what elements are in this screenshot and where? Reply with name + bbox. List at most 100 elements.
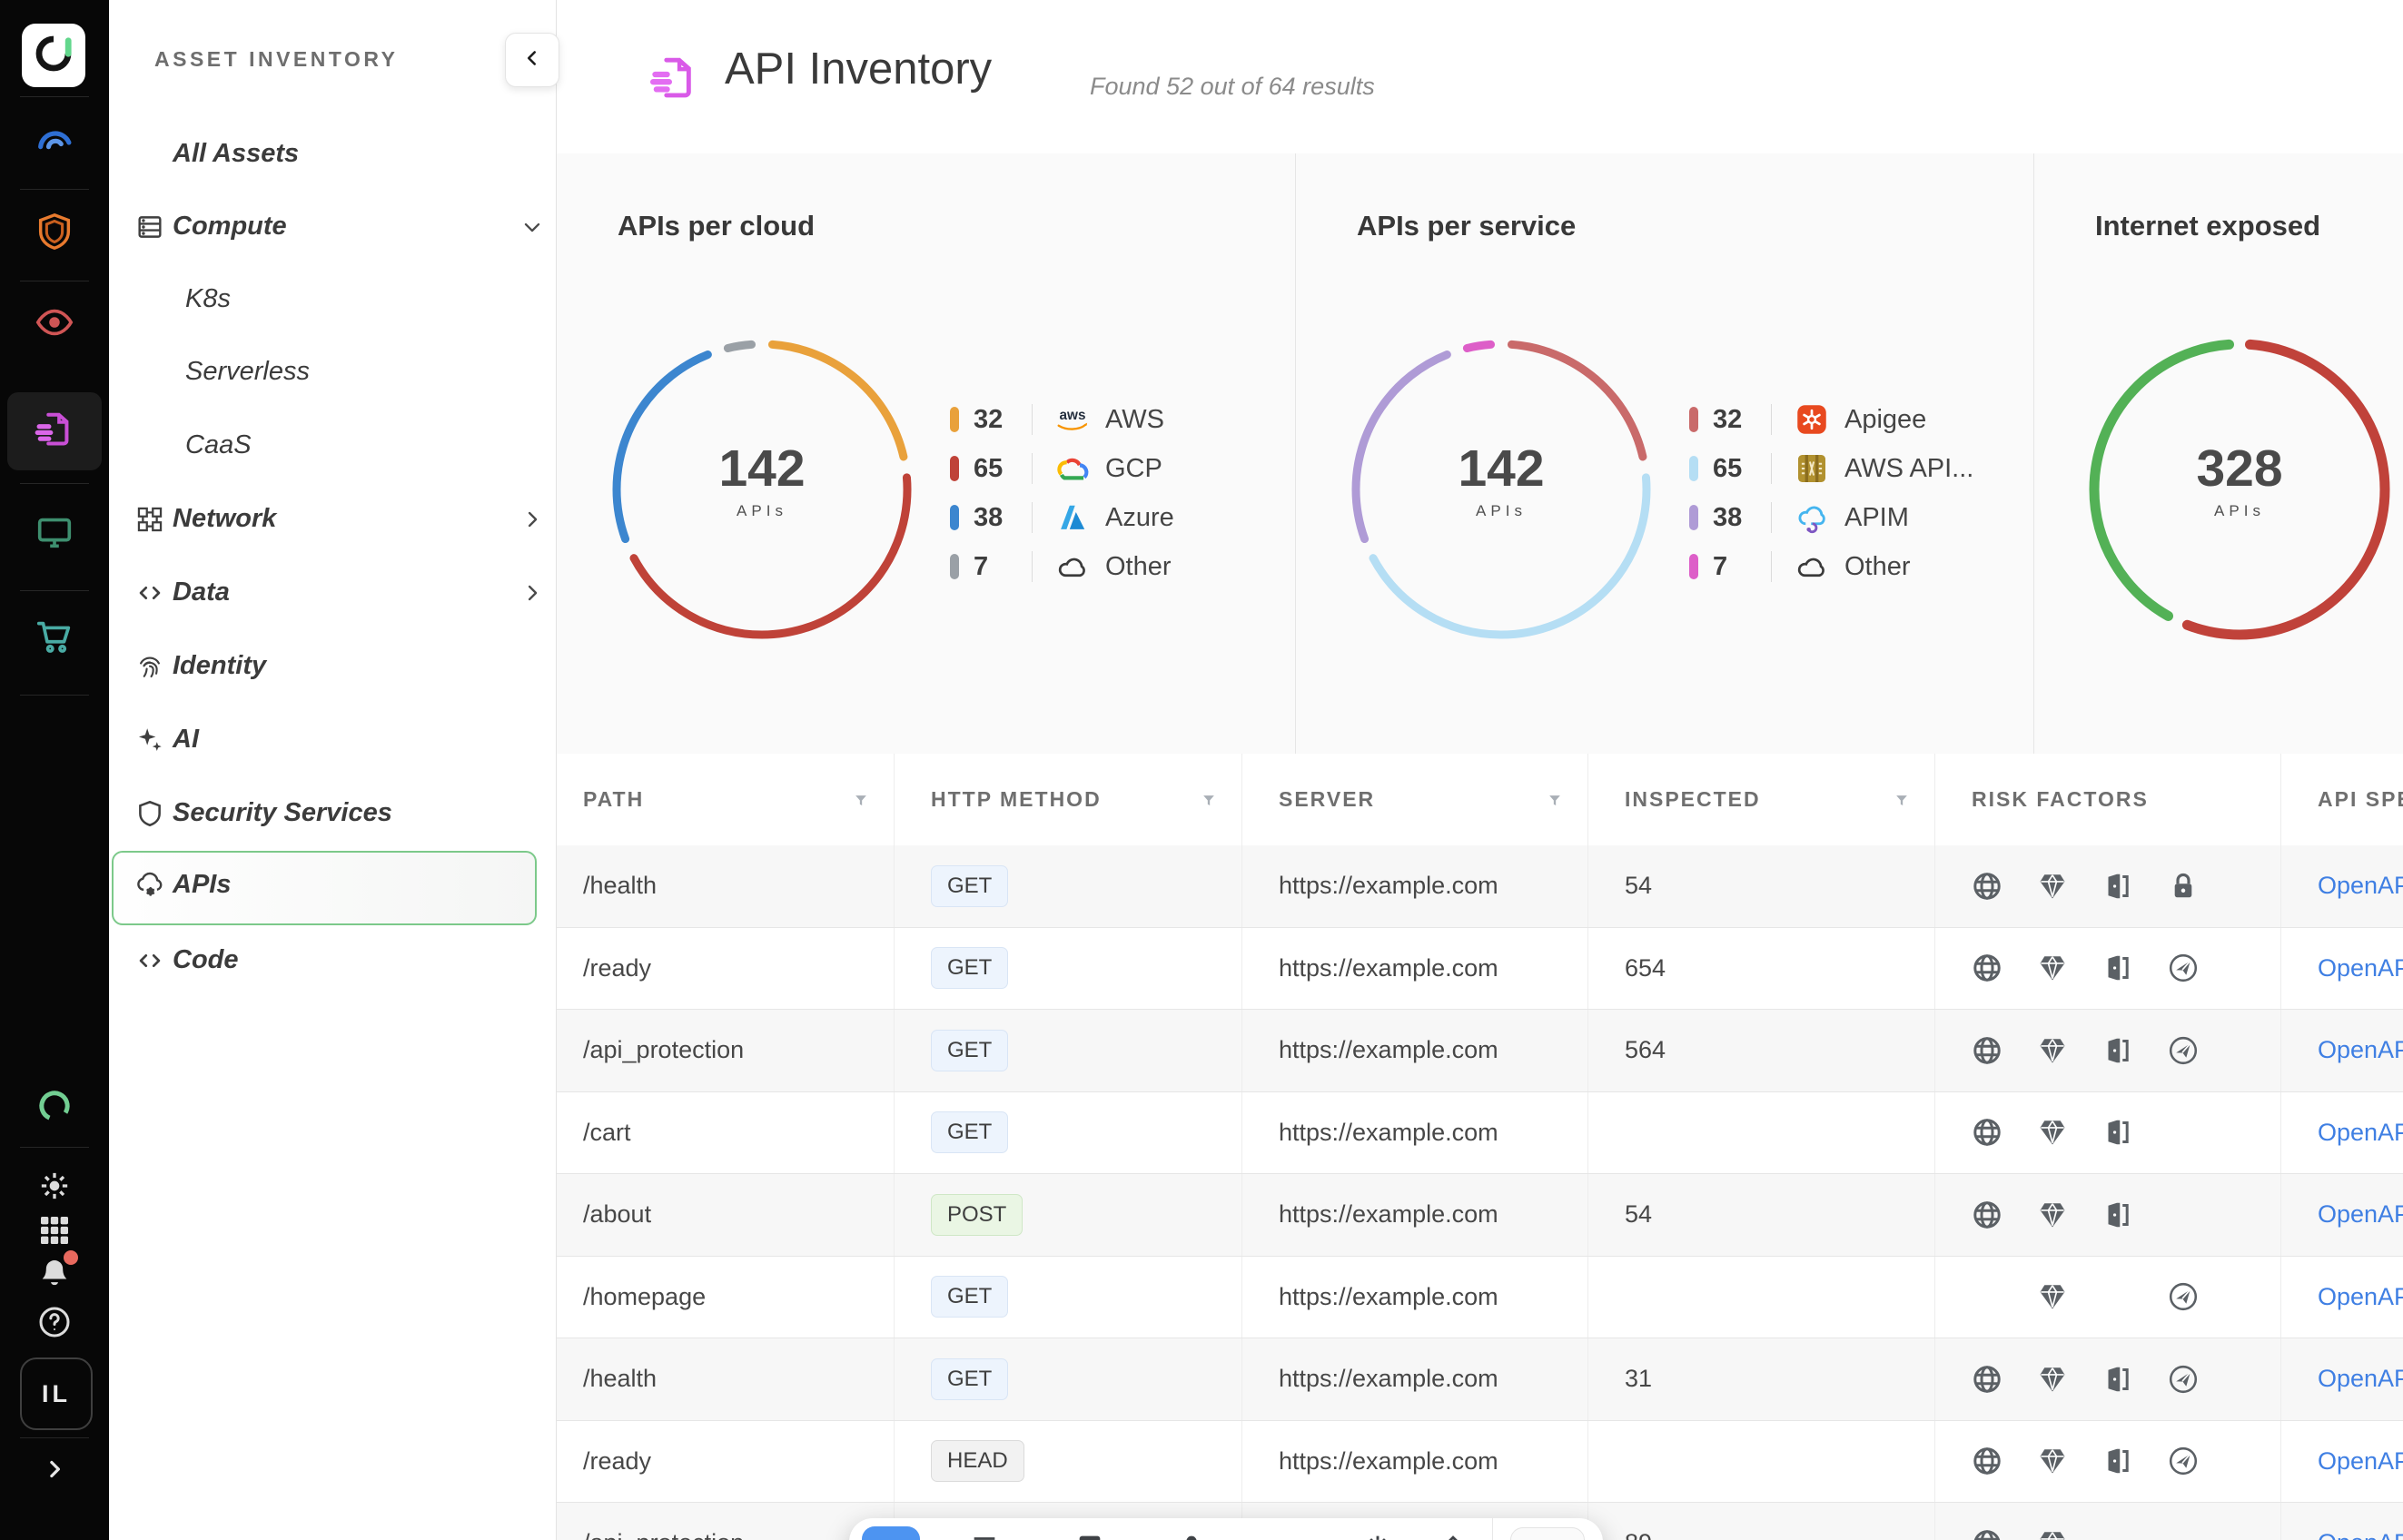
cell-inspected: 654 — [1587, 928, 1934, 1010]
svg-text:aws: aws — [1060, 408, 1086, 423]
filter-icon[interactable] — [1893, 791, 1911, 809]
sidebar-item-data[interactable]: Data — [109, 557, 556, 629]
door-risk-icon — [2085, 1116, 2151, 1149]
cell-http-method: GET — [894, 1092, 1241, 1174]
sidebar-item-caas[interactable]: CaaS — [109, 410, 556, 482]
legend-divider — [1032, 404, 1033, 435]
table-row[interactable]: /cart GET https://example.com OpenAPI — [556, 1092, 2403, 1175]
sidebar-item-ai[interactable]: AI — [109, 704, 556, 776]
table-icon[interactable] — [1074, 1531, 1105, 1540]
api-spec-link[interactable]: OpenAPI — [2318, 1283, 2403, 1311]
sidebar-item-all-assets[interactable]: All Assets — [109, 118, 556, 191]
primary-action-button[interactable] — [862, 1526, 920, 1540]
legend-label: Other — [1105, 552, 1172, 582]
cell-risk-factors — [1934, 1092, 2280, 1174]
filter-icon[interactable] — [1200, 791, 1218, 809]
sidebar-item-compute[interactable]: Compute — [109, 191, 556, 263]
chevron-right-icon[interactable] — [519, 507, 545, 532]
cell-path: /health — [556, 1338, 894, 1420]
globe-risk-icon — [1954, 952, 2020, 984]
sidebar-item-identity[interactable]: Identity — [109, 630, 556, 703]
cell-inspected: 31 — [1587, 1338, 1934, 1420]
cell-inspected — [1587, 1092, 1934, 1174]
user-icon[interactable] — [1176, 1531, 1207, 1540]
table-row[interactable]: /healthGEThttps://example.com31OpenAPI — [556, 1338, 2403, 1421]
cell-http-method: GET — [894, 1010, 1241, 1091]
legend-value: 7 — [974, 552, 1032, 582]
rail-help-button[interactable] — [0, 1292, 109, 1356]
cell-server: https://example.com — [1241, 1421, 1587, 1503]
globe-risk-icon — [1954, 1363, 2020, 1396]
cell-path: /about — [556, 1174, 894, 1256]
sidebar-item-label: Compute — [173, 212, 287, 242]
api-table-header: PATHHTTP METHODSERVERINSPECTEDRISK FACTO… — [556, 754, 2403, 846]
server-value: https://example.com — [1279, 1119, 1498, 1147]
rail-product-observability[interactable] — [0, 109, 109, 173]
sidebar-collapse-button[interactable] — [505, 33, 559, 87]
chevron-right-icon[interactable] — [519, 580, 545, 606]
cell-path: /cart — [556, 1092, 894, 1174]
filter-icon[interactable] — [852, 791, 870, 809]
rail-divider — [20, 189, 89, 190]
sidebar-item-label: APIs — [173, 870, 231, 900]
sidebar-item-apis[interactable]: APIs — [109, 849, 556, 922]
api-spec-link[interactable]: OpenAPI — [2318, 1529, 2403, 1540]
list-icon[interactable] — [969, 1531, 1000, 1540]
server-icon — [134, 212, 165, 242]
aws-api-gateway-logo-icon — [1790, 452, 1834, 485]
cell-path: /ready — [556, 1421, 894, 1503]
rail-product-cloud-protection[interactable] — [0, 202, 109, 265]
gem-risk-icon — [2020, 1445, 2085, 1477]
legend-item-gcp: 65GCP — [950, 444, 1174, 493]
rail-product-api-security[interactable] — [0, 400, 109, 463]
chart-apis-per-cloud: APIs per cloud142APIs32awsAWS65GCP38Azur… — [556, 153, 1295, 754]
asset-inventory-sidebar: ASSET INVENTORY All AssetsComputeK8sServ… — [109, 0, 557, 1540]
table-row[interactable]: /api_protectionGEThttps://example.com564… — [556, 1010, 2403, 1092]
gear-icon[interactable] — [1362, 1531, 1393, 1540]
table-row[interactable]: /readyGEThttps://example.com654OpenAPI — [556, 928, 2403, 1011]
api-spec-link[interactable]: OpenAPI — [2318, 1036, 2403, 1064]
send-risk-icon — [2151, 1034, 2216, 1067]
rail-product-commerce[interactable] — [0, 607, 109, 670]
sidebar-item-security-services[interactable]: Security Services — [109, 777, 556, 850]
gcp-logo-icon — [1051, 452, 1094, 485]
cell-inspected: 54 — [1587, 845, 1934, 927]
rail-expand-button[interactable] — [0, 1444, 109, 1498]
rail-product-endpoint[interactable] — [0, 502, 109, 566]
sidebar-item-network[interactable]: Network — [109, 483, 556, 556]
results-count: Found 52 out of 64 results — [1090, 73, 1375, 101]
sidebar-item-code[interactable]: Code — [109, 924, 556, 997]
table-row[interactable]: /readyHEADhttps://example.comOpenAPI — [556, 1421, 2403, 1504]
cell-http-method: POST — [894, 1174, 1241, 1256]
user-avatar[interactable]: IL — [20, 1357, 93, 1430]
sidebar-item-k8s[interactable]: K8s — [109, 263, 556, 336]
secondary-action-button[interactable] — [1510, 1527, 1585, 1540]
api-spec-link[interactable]: OpenAPI — [2318, 1119, 2403, 1147]
cell-server: https://example.com — [1241, 1257, 1587, 1338]
chevron-left-icon — [520, 46, 544, 74]
http-method-badge: GET — [931, 1030, 1008, 1071]
http-method-badge: GET — [931, 1276, 1008, 1318]
sidebar-item-serverless[interactable]: Serverless — [109, 336, 556, 409]
column-header-server: SERVER — [1241, 754, 1587, 845]
sort-icon[interactable] — [1438, 1531, 1468, 1540]
table-row[interactable]: /aboutPOSThttps://example.com54OpenAPI — [556, 1174, 2403, 1257]
http-method-badge: GET — [931, 947, 1008, 989]
chevron-down-icon[interactable] — [519, 214, 545, 240]
table-row[interactable]: /healthGEThttps://example.com54OpenAPI — [556, 845, 2403, 928]
api-spec-link[interactable]: OpenAPI — [2318, 1200, 2403, 1229]
server-value: https://example.com — [1279, 1036, 1498, 1064]
api-spec-link[interactable]: OpenAPI — [2318, 1365, 2403, 1393]
table-row[interactable]: /homepageGEThttps://example.comOpenAPI — [556, 1257, 2403, 1339]
filter-icon[interactable] — [1546, 791, 1564, 809]
api-spec-link[interactable]: OpenAPI — [2318, 1447, 2403, 1476]
gem-risk-icon — [2020, 1034, 2085, 1067]
brand-logo[interactable] — [22, 24, 85, 87]
rail-platform-home-button[interactable] — [0, 1076, 109, 1140]
api-spec-link[interactable]: OpenAPI — [2318, 872, 2403, 900]
api-spec-link[interactable]: OpenAPI — [2318, 954, 2403, 982]
globe-risk-icon — [1954, 1034, 2020, 1067]
ring-icon — [36, 1088, 73, 1129]
rail-product-threat-detection[interactable] — [0, 292, 109, 356]
path-value: /cart — [583, 1119, 631, 1147]
